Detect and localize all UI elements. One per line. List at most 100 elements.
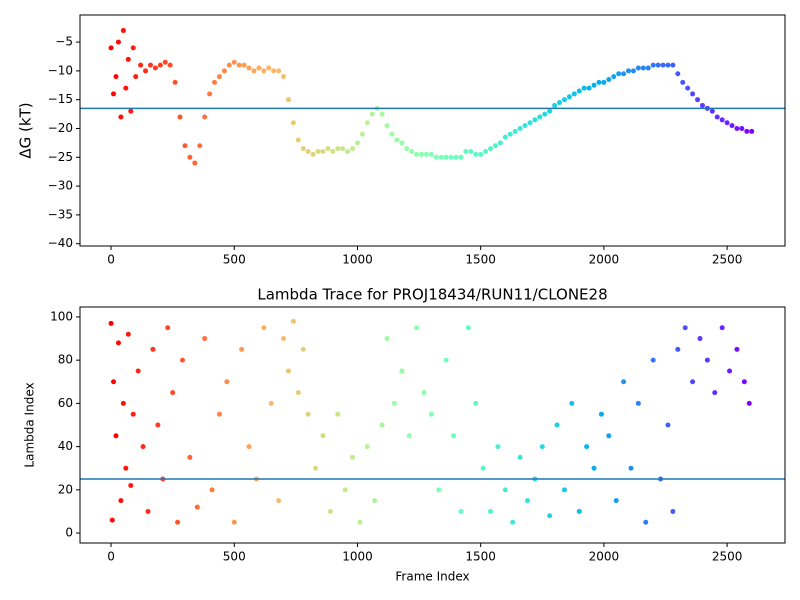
x-tick-label: 1000 [342, 550, 373, 564]
point [650, 357, 656, 363]
point [734, 125, 740, 131]
point [621, 71, 627, 77]
point [364, 120, 370, 126]
point [202, 336, 208, 342]
point [719, 325, 725, 331]
y-tick-label: −40 [48, 236, 73, 250]
point [724, 120, 730, 126]
point [569, 400, 575, 406]
y-axis-label: Lambda Index [23, 382, 37, 467]
point [488, 508, 494, 514]
point [109, 517, 115, 523]
point [330, 149, 336, 155]
point [406, 433, 412, 439]
point [207, 91, 213, 97]
point [690, 379, 696, 385]
x-tick-label: 500 [223, 253, 246, 267]
point [492, 143, 498, 149]
point [650, 62, 656, 68]
point [118, 498, 124, 504]
point [295, 137, 301, 143]
point [359, 131, 365, 137]
point [118, 114, 124, 120]
point [345, 149, 351, 155]
point [335, 411, 341, 417]
point [655, 62, 661, 68]
point [512, 128, 518, 134]
point [177, 114, 183, 120]
point [596, 79, 602, 85]
point [532, 117, 538, 123]
point [423, 151, 429, 157]
x-tick-label: 2500 [712, 550, 743, 564]
y-tick-label: −10 [48, 63, 73, 77]
point [305, 411, 311, 417]
point [480, 465, 486, 471]
point [261, 325, 267, 331]
point [576, 508, 582, 514]
point [628, 465, 634, 471]
point [140, 444, 146, 450]
point [465, 325, 471, 331]
point [379, 422, 385, 428]
y-tick-label: −35 [48, 207, 73, 221]
point [554, 422, 560, 428]
y-tick-label: −5 [55, 35, 73, 49]
point [571, 91, 577, 97]
point [239, 346, 245, 352]
x-tick-label: 1000 [342, 253, 373, 267]
point [152, 65, 158, 71]
y-tick-label: −30 [48, 179, 73, 193]
point [443, 357, 449, 363]
point [327, 508, 333, 514]
point [379, 111, 385, 117]
point [635, 65, 641, 71]
point [170, 390, 176, 396]
point [601, 79, 607, 85]
y-tick-label: 20 [58, 482, 73, 496]
point [483, 149, 489, 155]
point [517, 454, 523, 460]
point [231, 59, 237, 65]
x-tick-label: 2000 [589, 253, 620, 267]
point [690, 91, 696, 97]
point [125, 56, 131, 62]
point [340, 146, 346, 152]
y-tick-label: 100 [50, 309, 73, 323]
point [665, 422, 671, 428]
point [300, 146, 306, 152]
point [517, 125, 523, 131]
point [438, 154, 444, 160]
point [125, 331, 131, 337]
y-tick-label: −20 [48, 121, 73, 135]
point [128, 108, 134, 114]
point [428, 151, 434, 157]
point [313, 465, 319, 471]
point [502, 134, 508, 140]
point [130, 411, 136, 417]
point [635, 400, 641, 406]
point [290, 120, 296, 126]
point [473, 151, 479, 157]
point [547, 108, 553, 114]
point [187, 454, 193, 460]
point [216, 74, 222, 80]
point [404, 146, 410, 152]
point [115, 39, 121, 45]
point [226, 62, 232, 68]
point [150, 346, 156, 352]
y-tick-label: 80 [58, 353, 73, 367]
point [115, 340, 121, 346]
point [436, 487, 442, 493]
point [251, 68, 257, 74]
point [695, 97, 701, 103]
point [192, 160, 198, 166]
point [133, 74, 139, 80]
point [463, 149, 469, 155]
point [665, 62, 671, 68]
point [290, 318, 296, 324]
point [350, 454, 356, 460]
point [598, 411, 604, 417]
point [202, 114, 208, 120]
